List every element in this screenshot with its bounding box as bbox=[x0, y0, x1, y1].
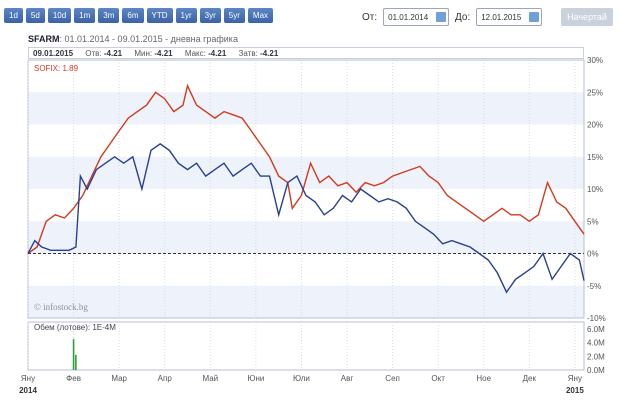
y-tick-label: -10% bbox=[587, 314, 606, 323]
period-button-6m[interactable]: 6m bbox=[122, 8, 144, 23]
info-date: 09.01.2015 bbox=[33, 49, 74, 58]
period-button-1yr[interactable]: 1yr bbox=[175, 8, 197, 23]
x-tick-label: Фев bbox=[66, 374, 81, 383]
from-label: От: bbox=[362, 11, 378, 23]
grid-band bbox=[28, 156, 584, 189]
sofix-line bbox=[27, 83, 585, 255]
symbol: SFARM bbox=[28, 34, 60, 44]
volume-tick-label: 2.0M bbox=[587, 352, 605, 361]
x-tick-label: Май bbox=[202, 374, 218, 383]
x-tick-label: Авг bbox=[341, 374, 354, 383]
period-button-1d[interactable]: 1d bbox=[4, 8, 23, 23]
period-button-10d[interactable]: 10d bbox=[47, 8, 72, 23]
x-tick-label: Яну bbox=[21, 374, 35, 383]
x-tick-label: Апр bbox=[158, 374, 173, 383]
period-button-5yr[interactable]: 5yr bbox=[223, 8, 245, 23]
y-tick-label: 15% bbox=[587, 153, 603, 162]
from-date-value: 01.01.2014 bbox=[388, 13, 429, 22]
sfarm-line bbox=[27, 143, 585, 294]
y-tick-label: 25% bbox=[587, 88, 603, 97]
y-tick-label: 5% bbox=[587, 217, 599, 226]
period-button-5d[interactable]: 5d bbox=[25, 8, 45, 23]
min-value: -4.21 bbox=[154, 49, 173, 58]
from-date-input[interactable]: 01.01.2014 bbox=[383, 8, 450, 26]
volume-tick-label: 4.0M bbox=[587, 339, 605, 348]
calendar-icon[interactable] bbox=[529, 12, 540, 22]
y-tick-label: 10% bbox=[587, 185, 603, 194]
period-button-max[interactable]: Max bbox=[247, 8, 274, 23]
draw-button[interactable]: Начертай bbox=[561, 8, 613, 26]
min-label: Мин: bbox=[134, 49, 153, 58]
period-text: 01.01.2014 - 09.01.2015 - дневна графика bbox=[64, 34, 238, 44]
x-tick-label: Сеп bbox=[385, 374, 400, 383]
y-tick-label: -5% bbox=[587, 282, 601, 291]
watermark: © infostock.bg bbox=[34, 302, 88, 312]
open-value: -4.21 bbox=[103, 49, 123, 58]
volume-tick-label: 6.0M bbox=[587, 325, 605, 334]
max-value: -4.21 bbox=[208, 49, 227, 58]
volume-label: Обем (лотове): 1E-4M bbox=[34, 323, 116, 332]
volume-bar bbox=[72, 339, 75, 370]
period-button-1m[interactable]: 1m bbox=[74, 8, 96, 23]
grid-band bbox=[28, 285, 584, 318]
period-button-3m[interactable]: 3m bbox=[98, 8, 120, 23]
x-tick-label: Дек bbox=[523, 374, 537, 383]
open-label: Отв: bbox=[85, 49, 102, 58]
close-label: Затв: bbox=[238, 49, 258, 58]
year-label: 2014 bbox=[19, 386, 37, 395]
y-tick-label: 30% bbox=[587, 56, 603, 65]
max-label: Макс: bbox=[184, 49, 206, 58]
volume-tick-label: 0.0M bbox=[587, 366, 605, 375]
period-button-3yr[interactable]: 3yr bbox=[199, 8, 221, 23]
legend-sofix: SOFIX: 1.89 bbox=[34, 64, 79, 73]
x-tick-label: Юни bbox=[247, 374, 264, 383]
x-tick-label: Окт bbox=[431, 374, 445, 383]
close-value: -4.21 bbox=[260, 49, 279, 58]
year-label: 2015 bbox=[566, 386, 584, 395]
y-tick-label: 0% bbox=[587, 250, 599, 259]
info-strip: 09.01.2015 Отв: -4.21 Мин: -4.21 Макс: -… bbox=[28, 47, 584, 59]
to-date-value: 12.01.2015 bbox=[481, 13, 522, 22]
x-tick-label: Ное bbox=[476, 374, 491, 383]
period-buttons: 1d 5d 10d 1m 3m 6m YTD 1yr 3yr 5yr Max bbox=[4, 8, 274, 23]
from-date-control: От: 01.01.2014 bbox=[362, 8, 450, 26]
volume-bar bbox=[75, 354, 77, 370]
x-tick-label: Юли bbox=[293, 374, 310, 383]
period-button-ytd[interactable]: YTD bbox=[146, 8, 173, 23]
grid-band bbox=[28, 221, 584, 254]
chart-title: SFARM: 01.01.2014 - 09.01.2015 - дневна … bbox=[28, 34, 238, 44]
x-tick-label: Яну bbox=[568, 374, 582, 383]
calendar-icon[interactable] bbox=[436, 12, 447, 22]
grid-band bbox=[28, 92, 584, 125]
to-label: До: bbox=[455, 11, 471, 23]
y-tick-label: 20% bbox=[587, 121, 603, 130]
to-date-control: До: 12.01.2015 bbox=[455, 8, 543, 26]
x-tick-label: Мар bbox=[111, 374, 127, 383]
to-date-input[interactable]: 12.01.2015 bbox=[476, 8, 543, 26]
